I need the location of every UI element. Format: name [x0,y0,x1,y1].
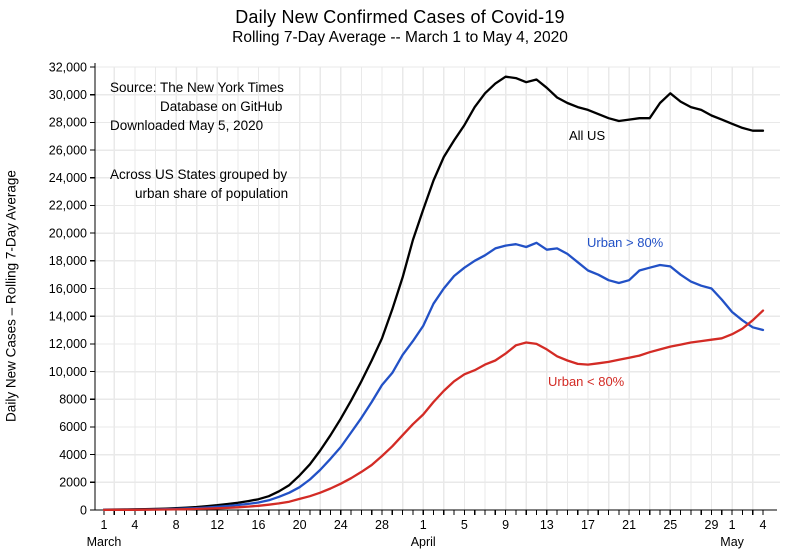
grouping-line-2: urban share of population [135,186,289,201]
svg-text:1: 1 [101,518,108,532]
svg-text:32,000: 32,000 [49,60,87,74]
axes [94,63,777,511]
y-axis-title: Daily New Cases – Rolling 7-Day Average [3,170,19,422]
grouping-annotation: Across US States grouped by urban share … [110,165,288,203]
svg-text:1: 1 [420,518,427,532]
x-ticks: 1 4 8 12 16 20 24 28 1 5 9 13 17 21 25 29 1 4 March April Ma… [87,510,767,549]
svg-text:16,000: 16,000 [49,282,87,296]
svg-text:4000: 4000 [59,448,87,462]
svg-text:28: 28 [375,518,389,532]
svg-text:March: March [87,535,122,549]
series-label-urban-lt80: Urban < 80% [548,374,625,389]
svg-text:12: 12 [210,518,224,532]
svg-text:29: 29 [705,518,719,532]
svg-text:22,000: 22,000 [49,199,87,213]
svg-text:6000: 6000 [59,420,87,434]
source-line-1: Source: The New York Times [110,80,284,95]
svg-text:28,000: 28,000 [49,116,87,130]
svg-text:13: 13 [540,518,554,532]
svg-text:30,000: 30,000 [49,88,87,102]
svg-text:0: 0 [80,503,87,517]
series-label-urban-gt80: Urban > 80% [587,235,664,250]
h-gridlines [95,66,780,483]
svg-text:1: 1 [729,518,736,532]
svg-text:2000: 2000 [59,476,87,490]
svg-text:14,000: 14,000 [49,310,87,324]
chart-title: Daily New Confirmed Cases of Covid-19 [235,7,565,27]
svg-text:4: 4 [131,518,138,532]
svg-text:8000: 8000 [59,393,87,407]
source-line-3: Downloaded May 5, 2020 [110,118,264,133]
series-line-urban-lt80 [102,309,765,512]
svg-text:16: 16 [252,518,266,532]
source-annotation: Source: The New York Times Database on G… [110,78,284,135]
svg-text:20,000: 20,000 [49,226,87,240]
svg-text:9: 9 [502,518,509,532]
grouping-line-1: Across US States grouped by [110,167,288,182]
svg-text:24,000: 24,000 [49,171,87,185]
chart-subtitle: Rolling 7-Day Average -- March 1 to May … [232,29,568,46]
svg-text:25: 25 [663,518,677,532]
svg-text:26,000: 26,000 [49,143,87,157]
svg-text:12,000: 12,000 [49,337,87,351]
svg-text:April: April [411,535,436,549]
svg-text:18,000: 18,000 [49,254,87,268]
svg-text:4: 4 [760,518,767,532]
source-line-2: Database on GitHub [160,99,283,114]
svg-text:20: 20 [293,518,307,532]
svg-text:May: May [720,535,744,549]
svg-text:10,000: 10,000 [49,365,87,379]
svg-text:17: 17 [581,518,595,532]
svg-text:24: 24 [334,518,348,532]
series-line-all-us [102,75,765,511]
y-ticks: 0 2000 4000 6000 8000 10,000 12,000 14,000 16,00… [49,60,95,517]
svg-text:8: 8 [173,518,180,532]
svg-text:21: 21 [622,518,636,532]
series-label-all-us: All US [569,128,606,143]
svg-text:5: 5 [461,518,468,532]
series-line-urban-gt80 [102,241,765,511]
